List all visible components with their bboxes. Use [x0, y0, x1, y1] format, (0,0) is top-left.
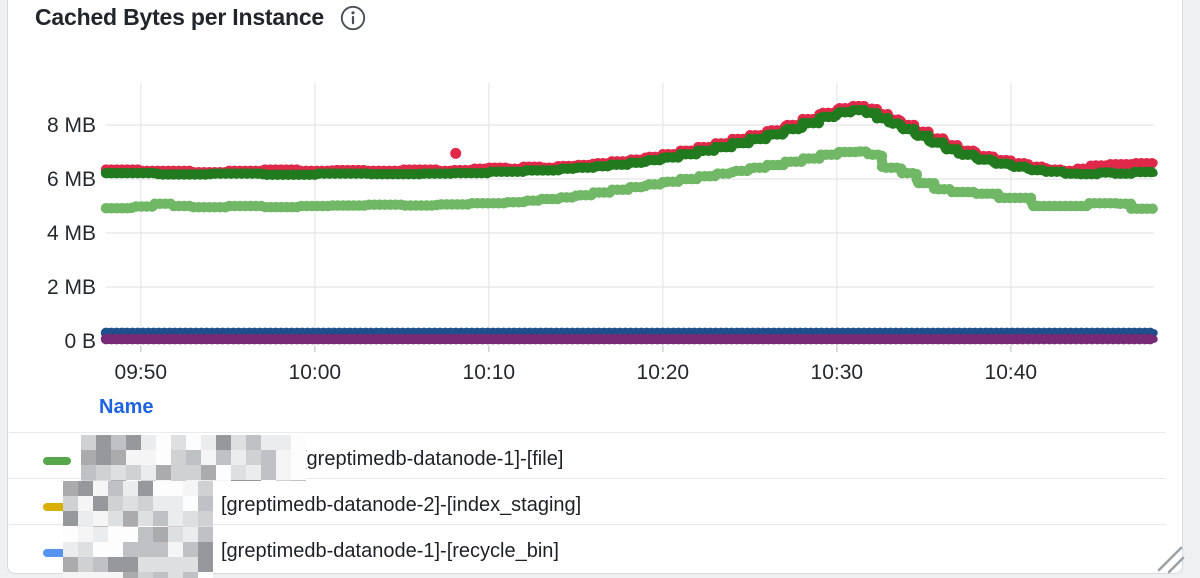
- cached-bytes-panel: Cached Bytes per Instance 0 B 2 MB 4 MB 6 M…: [7, 0, 1185, 578]
- redacted-pod-name: [63, 527, 226, 578]
- y-axis-label: 2 MB: [47, 276, 96, 299]
- panel-header: Cached Bytes per Instance: [35, 4, 366, 31]
- series-color-swatch: [43, 549, 71, 557]
- chart-area: 0 B 2 MB 4 MB 6 MB 8 MB 09:50 10:00 10:10 10:20 1…: [8, 61, 1182, 406]
- legend-row-recycle-bin[interactable]: [greptimedb-datanode-1]-[recycle_bin]: [8, 527, 1168, 578]
- x-axis-label: 10:10: [463, 361, 516, 384]
- redacted-pod-name: [63, 481, 220, 527]
- y-axis-label: 8 MB: [47, 114, 96, 137]
- legend-label: [greptimedb-datanode-1]-[recycle_bin]: [221, 540, 559, 562]
- legend-separator: [9, 478, 1166, 479]
- legend-separator: [9, 524, 1166, 525]
- light-green-series: [102, 147, 1158, 213]
- panel-title[interactable]: Cached Bytes per Instance: [35, 4, 325, 30]
- y-axis-label: 0 B: [64, 330, 96, 353]
- redacted-pod-name: [81, 435, 306, 481]
- panel-resize-handle[interactable]: [1146, 537, 1188, 578]
- chart-canvas[interactable]: 0 B 2 MB 4 MB 6 MB 8 MB 09:50 10:00 10:10 10:20 1…: [8, 61, 1182, 406]
- series-color-swatch: [43, 457, 71, 465]
- legend-label: [greptimedb-datanode-1]-[file]: [301, 448, 564, 470]
- legend-label: [greptimedb-datanode-2]-[index_staging]: [221, 494, 582, 516]
- x-axis-label: 10:30: [811, 361, 864, 384]
- red-series-outlier-point: [450, 147, 462, 159]
- series-color-swatch: [43, 503, 71, 511]
- y-axis-label: 4 MB: [47, 222, 96, 245]
- dark-green-series: [102, 106, 1158, 179]
- y-axis-label: 6 MB: [47, 168, 96, 191]
- x-axis-label: 10:00: [289, 361, 342, 384]
- legend-row-file[interactable]: [greptimedb-datanode-1]-[file]: [8, 435, 1168, 484]
- info-icon[interactable]: [340, 5, 366, 31]
- x-axis-label: 10:20: [637, 361, 690, 384]
- x-axis-label: 09:50: [115, 361, 168, 384]
- legend-row-index-staging[interactable]: [greptimedb-datanode-2]-[index_staging]: [8, 481, 1168, 530]
- legend-column-name[interactable]: Name: [99, 396, 154, 418]
- x-axis-label: 10:40: [985, 361, 1038, 384]
- legend-separator: [9, 432, 1166, 433]
